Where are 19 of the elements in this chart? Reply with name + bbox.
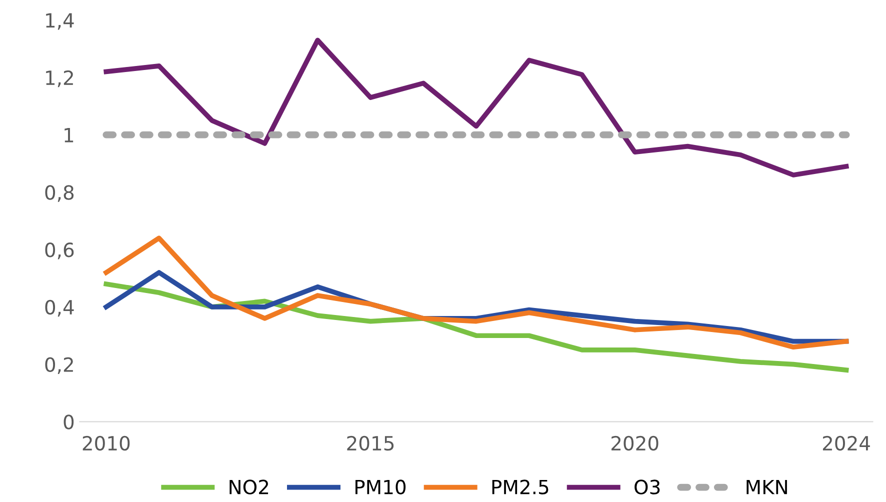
- x-tick-label: 2015: [347, 436, 394, 451]
- legend-label: O3: [634, 480, 660, 494]
- legend-label: PM2.5: [492, 480, 548, 494]
- y-tick-label: 0,8: [45, 185, 74, 202]
- x-tick-label: 2010: [82, 436, 130, 451]
- y-tick-label: 1: [64, 128, 74, 142]
- y-tick-label: 0: [64, 414, 74, 430]
- y-tick-label: 0,2: [45, 357, 73, 374]
- legend-label: PM10: [356, 480, 406, 494]
- y-tick-label: 1,2: [46, 70, 73, 88]
- line-series: [104, 38, 849, 178]
- legend-label: MKN: [746, 480, 787, 494]
- line-series: [104, 236, 849, 350]
- y-tick-label: 0,6: [45, 242, 74, 260]
- y-tick-label: 1,4: [46, 13, 74, 30]
- legend-label: NO2: [230, 480, 268, 494]
- x-tick-label: 2024: [822, 436, 870, 451]
- y-tick-label: 0,4: [45, 300, 74, 317]
- x-tick-label: 2020: [612, 436, 658, 451]
